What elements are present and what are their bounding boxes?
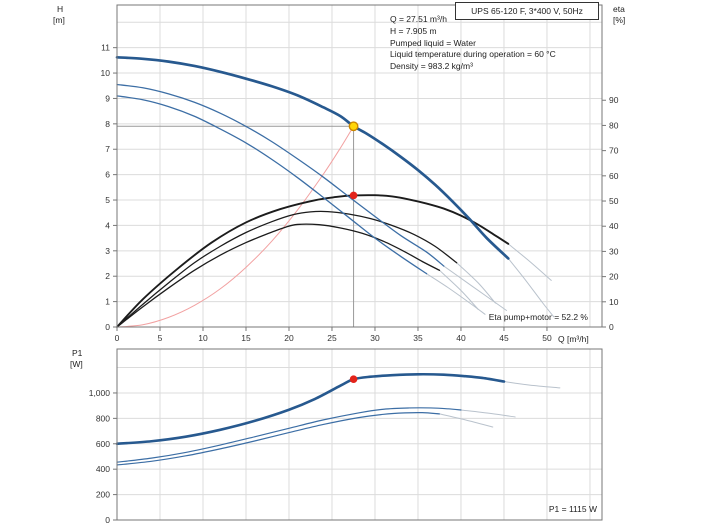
y-right-tick-label: 70 <box>609 146 619 156</box>
y-left-tick-label: 9 <box>105 93 110 103</box>
y-right-tick-label: 10 <box>609 297 619 307</box>
eta-axis-title: eta <box>613 4 625 14</box>
x-tick-label: 5 <box>158 333 163 343</box>
p1-result-label: P1 = 1115 W <box>548 504 597 514</box>
curve-p1-curve-2-ext <box>460 409 516 418</box>
y-right-tick-label: 60 <box>609 171 619 181</box>
duty-info-block: Q = 27.51 m³/h H = 7.905 m Pumped liquid… <box>390 14 556 73</box>
y-right-tick-label: 20 <box>609 272 619 282</box>
x-tick-label: 25 <box>327 333 337 343</box>
curve-eta-curve-3-ext <box>438 269 479 310</box>
x-tick-label: 35 <box>413 333 423 343</box>
x-tick-label: 20 <box>284 333 294 343</box>
plot-border-0 <box>116 4 603 328</box>
y-left-tick-label: 10 <box>101 68 111 78</box>
curve-eta-curve-3 <box>116 223 441 328</box>
curve-system-curve <box>116 125 355 328</box>
curve-p1-curve-3-ext <box>438 413 494 428</box>
y-right-tick-label: 90 <box>609 95 619 105</box>
y-left-tick-label: 5 <box>105 195 110 205</box>
info-liquid: Pumped liquid = Water <box>390 37 476 48</box>
x-tick-label: 10 <box>198 333 208 343</box>
y-left-tick-label: 600 <box>96 439 110 449</box>
q-axis-title: Q [m³/h] <box>558 334 589 344</box>
curve-eta-curve-1-ext <box>507 243 552 281</box>
eta-result-label: Eta pump+motor = 52.2 % <box>488 312 588 322</box>
pump-title-box: UPS 65-120 F, 3*400 V, 50Hz <box>455 2 599 20</box>
y-left-tick-label: 800 <box>96 413 110 423</box>
curve-pump-curve-3 <box>116 95 428 275</box>
curve-eta-curve-1 <box>116 194 510 328</box>
curve-eta-curve-2-ext <box>456 262 496 304</box>
y-left-tick-label: 200 <box>96 490 110 500</box>
y-left-tick-label: 4 <box>105 220 110 230</box>
curve-pump-curve-2 <box>116 83 445 267</box>
curve-p1-curve-3 <box>116 411 441 466</box>
y-left-tick-label: 1 <box>105 297 110 307</box>
info-head: H = 7.905 m <box>390 25 437 36</box>
x-tick-label: 45 <box>499 333 509 343</box>
curve-p1-curve-2 <box>116 407 462 463</box>
curve-pump-curve-max <box>115 55 510 260</box>
curve-pump-curve-2-ext <box>443 265 508 311</box>
y-left-tick-label: 1,000 <box>89 388 111 398</box>
x-tick-label: 15 <box>241 333 251 343</box>
y-left-tick-label: 11 <box>101 43 110 53</box>
info-temperature: Liquid temperature during operation = 60… <box>390 49 556 60</box>
y-left-tick-label: 0 <box>105 515 110 525</box>
y-left-tick-label: 6 <box>105 170 110 180</box>
y-right-tick-label: 50 <box>609 196 619 206</box>
curve-pump-curve-max-ext <box>507 257 555 318</box>
y-left-tick-label: 7 <box>105 144 110 154</box>
p1-axis-unit: [W] <box>70 359 83 369</box>
x-tick-label: 40 <box>456 333 466 343</box>
info-flow: Q = 27.51 m³/h <box>390 14 447 24</box>
marker-duty-point <box>348 121 359 132</box>
h-axis-unit: [m] <box>53 15 65 25</box>
marker-eta-point <box>349 191 358 200</box>
curve-pump-curve-3-ext <box>426 273 486 315</box>
p1-axis-title: P1 <box>72 348 83 358</box>
x-tick-label: 0 <box>115 333 120 343</box>
y-left-tick-label: 2 <box>105 271 110 281</box>
info-density: Density = 983.2 kg/m³ <box>390 61 473 72</box>
y-right-tick-label: 40 <box>609 221 619 231</box>
curve-p1-curve-max-ext <box>503 381 561 389</box>
curve-p1-curve-max <box>115 372 506 446</box>
plot-border-1 <box>116 348 603 521</box>
curve-eta-curve-2 <box>116 210 458 328</box>
x-tick-label: 30 <box>370 333 380 343</box>
y-right-tick-label: 0 <box>609 322 614 332</box>
y-right-tick-label: 30 <box>609 246 619 256</box>
y-left-tick-label: 8 <box>105 119 110 129</box>
y-right-tick-label: 80 <box>609 120 619 130</box>
x-tick-label: 50 <box>542 333 552 343</box>
y-left-tick-label: 3 <box>105 246 110 256</box>
y-left-tick-label: 400 <box>96 464 110 474</box>
marker-p1-point <box>349 375 358 384</box>
eta-axis-unit: [%] <box>613 15 626 25</box>
y-left-tick-label: 0 <box>105 322 110 332</box>
plot-area-0 <box>117 5 602 327</box>
h-axis-title: H <box>57 4 64 14</box>
